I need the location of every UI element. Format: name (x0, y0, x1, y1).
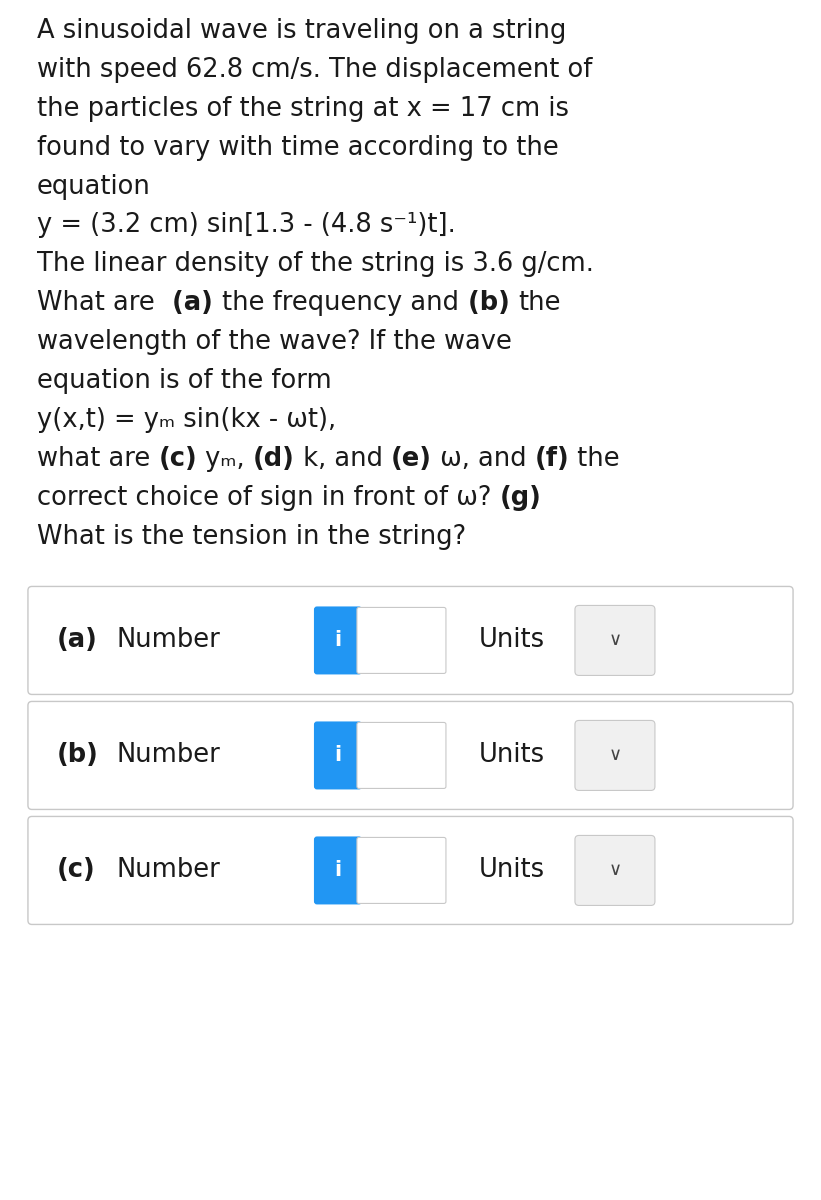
Text: What is the tension in the string?: What is the tension in the string? (37, 523, 466, 550)
Text: with speed 62.8 cm/s. The displacement of: with speed 62.8 cm/s. The displacement o… (37, 56, 592, 83)
Text: wavelength of the wave? If the wave: wavelength of the wave? If the wave (37, 329, 511, 355)
Text: (b): (b) (57, 743, 99, 768)
Text: what are: what are (37, 445, 158, 472)
Text: ∨: ∨ (608, 862, 621, 880)
Text: the: the (519, 290, 561, 317)
Text: ∨: ∨ (608, 746, 621, 764)
FancyBboxPatch shape (314, 606, 362, 674)
Text: Units: Units (479, 628, 545, 654)
Text: (b): (b) (459, 290, 519, 317)
FancyBboxPatch shape (357, 722, 446, 788)
Text: i: i (334, 745, 342, 766)
Text: y = (3.2 cm) sin[1.3 - (4.8 s⁻¹)t].: y = (3.2 cm) sin[1.3 - (4.8 s⁻¹)t]. (37, 212, 456, 239)
FancyBboxPatch shape (28, 702, 793, 810)
Text: (c): (c) (158, 445, 197, 472)
Text: Units: Units (479, 743, 545, 768)
Text: y(x,t) = yₘ sin(kx - ωt),: y(x,t) = yₘ sin(kx - ωt), (37, 407, 336, 433)
Text: (g): (g) (499, 485, 541, 511)
Text: k, and: k, and (295, 445, 391, 472)
Text: ∨: ∨ (608, 631, 621, 649)
FancyBboxPatch shape (314, 721, 362, 790)
Text: Number: Number (117, 628, 221, 654)
Text: (a): (a) (163, 290, 222, 317)
Text: A sinusoidal wave is traveling on a string: A sinusoidal wave is traveling on a stri… (37, 18, 566, 44)
FancyBboxPatch shape (575, 835, 655, 906)
Text: ω, and: ω, and (432, 445, 534, 472)
Text: (f): (f) (534, 445, 569, 472)
Text: the: the (569, 445, 620, 472)
Text: i: i (334, 860, 342, 881)
Text: (d): (d) (253, 445, 295, 472)
Text: correct choice of sign in front of ω?: correct choice of sign in front of ω? (37, 485, 499, 511)
Text: Number: Number (117, 743, 221, 768)
Text: yₘ,: yₘ, (197, 445, 253, 472)
FancyBboxPatch shape (357, 838, 446, 904)
Text: equation: equation (37, 174, 151, 199)
Text: equation is of the form: equation is of the form (37, 368, 332, 394)
Text: i: i (334, 630, 342, 650)
Text: the frequency and: the frequency and (222, 290, 459, 317)
FancyBboxPatch shape (314, 836, 362, 905)
Text: The linear density of the string is 3.6 g/cm.: The linear density of the string is 3.6 … (37, 251, 594, 277)
Text: the particles of the string at x = 17 cm is: the particles of the string at x = 17 cm… (37, 96, 569, 121)
FancyBboxPatch shape (575, 720, 655, 791)
FancyBboxPatch shape (28, 816, 793, 924)
Text: What are: What are (37, 290, 163, 317)
Text: Units: Units (479, 858, 545, 883)
Text: found to vary with time according to the: found to vary with time according to the (37, 134, 559, 161)
Text: (e): (e) (391, 445, 432, 472)
FancyBboxPatch shape (575, 606, 655, 676)
Text: (a): (a) (57, 628, 98, 654)
Text: (c): (c) (57, 858, 96, 883)
Text: Number: Number (117, 858, 221, 883)
FancyBboxPatch shape (357, 607, 446, 673)
FancyBboxPatch shape (28, 587, 793, 695)
